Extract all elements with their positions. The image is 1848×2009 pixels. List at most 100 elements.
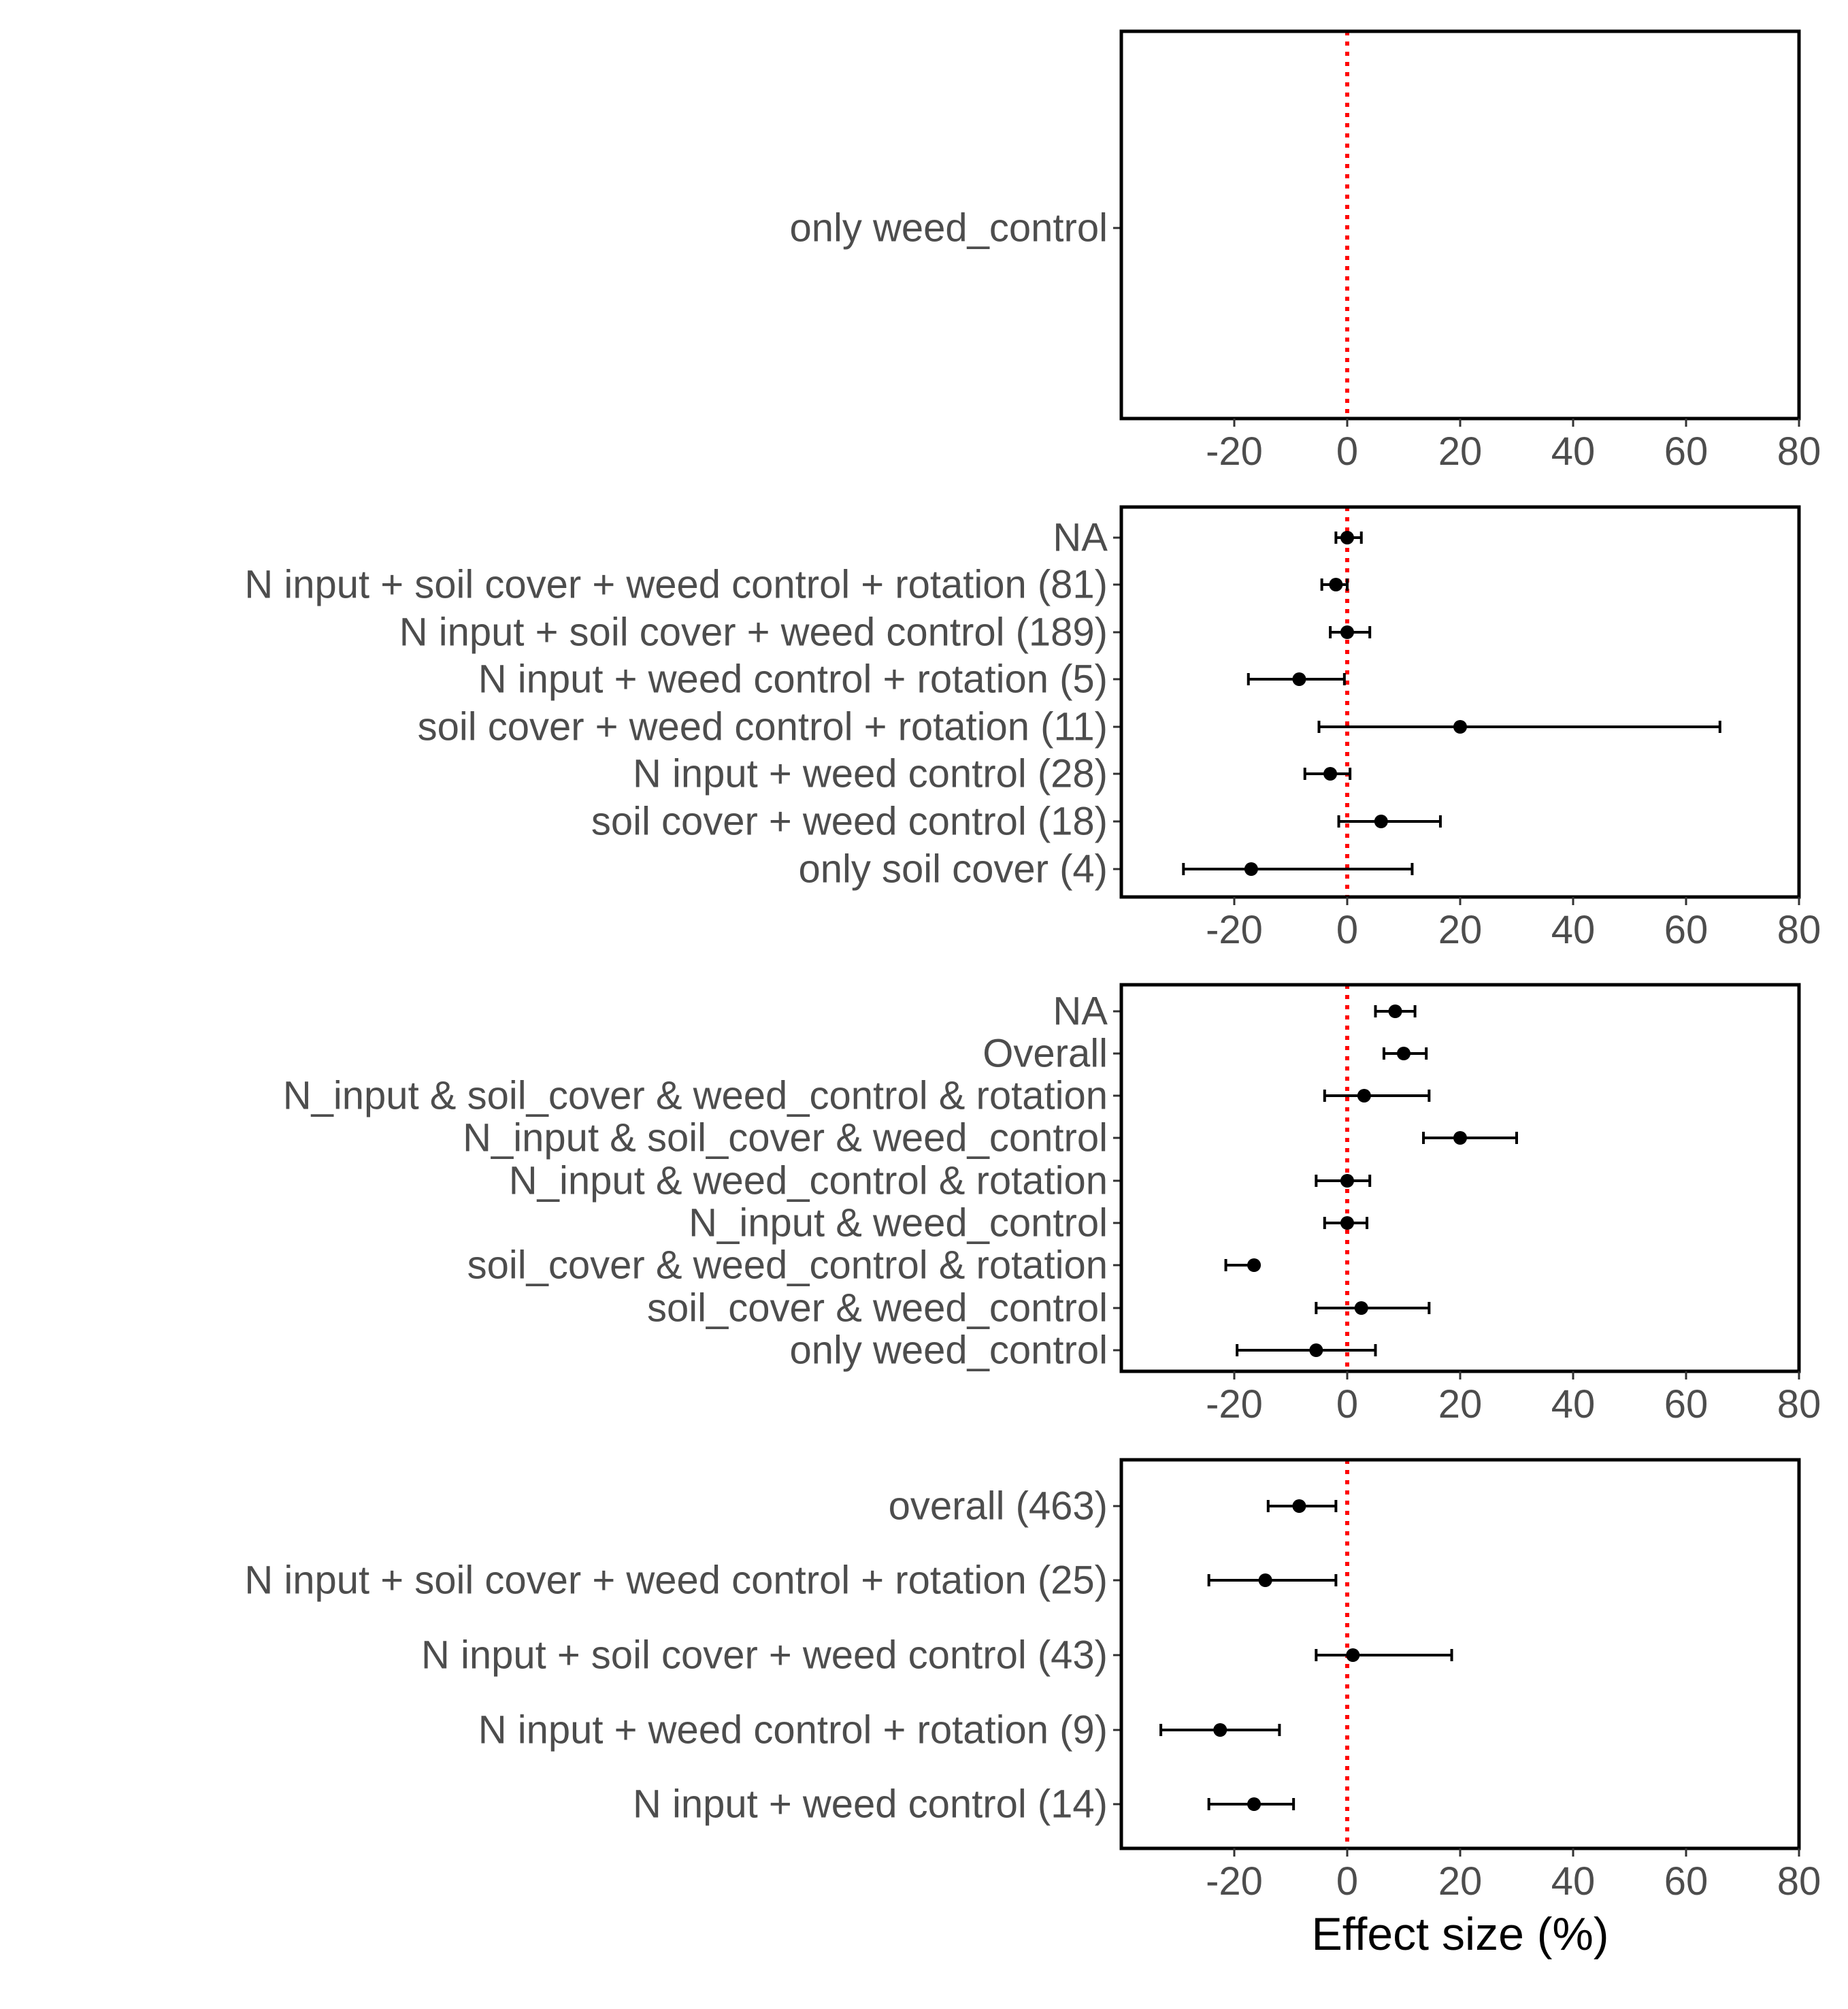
error-bar (1247, 672, 1346, 686)
error-bar (1315, 1301, 1431, 1315)
error-bar (1315, 1648, 1453, 1662)
error-bar (1374, 1004, 1417, 1018)
x-tick-label: -20 (1206, 429, 1263, 474)
point-estimate (1340, 1174, 1354, 1188)
panel-1: only weed_control -20 0 20 40 60 80 (789, 29, 1821, 474)
error-bar (1207, 1573, 1338, 1587)
point-estimate (1213, 1723, 1227, 1737)
error-bar (1207, 1797, 1296, 1811)
x-tick-label: -20 (1206, 908, 1263, 952)
y-tick-label: N input + soil cover + weed control (43) (421, 1633, 1108, 1678)
point-estimate (1244, 862, 1258, 876)
point-estimate (1346, 1648, 1360, 1662)
error-bar (1320, 578, 1349, 591)
panel-border (1119, 983, 1801, 1373)
y-tick-label: N input + weed control (28) (633, 752, 1108, 796)
y-tick-label: overall (463) (889, 1484, 1108, 1529)
point-estimate (1247, 1258, 1261, 1272)
point-estimate (1340, 1216, 1354, 1230)
error-bar (1334, 531, 1363, 544)
y-tick-label: soil_cover & weed_control & rotation (467, 1243, 1108, 1288)
x-axis-title: Effect size (%) (1311, 1908, 1608, 1960)
point-estimate (1453, 720, 1467, 734)
panel-4: overall (463) N input + soil cover + weed… (244, 1458, 1821, 1960)
panel-border (1119, 29, 1801, 421)
panel-border (1119, 505, 1801, 899)
error-bar (1303, 767, 1352, 781)
x-tick-label: 80 (1777, 429, 1821, 474)
error-bar (1323, 1216, 1369, 1230)
x-tick-label: -20 (1206, 1382, 1263, 1426)
y-tick-label: N input + weed control (14) (633, 1782, 1108, 1827)
point-estimate (1453, 1131, 1467, 1145)
x-tick-label: 20 (1438, 429, 1483, 474)
y-tick-label: soil cover + weed control + rotation (11… (418, 705, 1108, 749)
x-tick-label: 60 (1664, 1859, 1709, 1904)
y-tick-label: N_input & soil_cover & weed_control & ro… (283, 1074, 1108, 1118)
y-tick-label: N_input & soil_cover & weed_control (463, 1116, 1108, 1160)
point-estimate (1354, 1301, 1368, 1315)
x-tick-label: 20 (1438, 1859, 1483, 1904)
panel-2: NAN input + soil cover + weed control + … (244, 505, 1821, 952)
error-bar (1315, 1174, 1372, 1188)
x-tick-label: 60 (1664, 429, 1709, 474)
point-estimate (1388, 1004, 1402, 1018)
panel-border (1119, 1458, 1801, 1850)
y-tick-label: N_input & weed_control (689, 1201, 1108, 1245)
point-estimate (1258, 1573, 1272, 1587)
y-tick-label: soil_cover & weed_control (647, 1286, 1108, 1330)
x-tick-label: 40 (1551, 429, 1596, 474)
point-estimate (1397, 1047, 1410, 1060)
y-tick-label: N input + weed control + rotation (5) (478, 657, 1108, 702)
error-bar (1323, 1089, 1431, 1102)
x-tick-label: 80 (1777, 1859, 1821, 1904)
y-tick-label: N_input & weed_control & rotation (509, 1159, 1108, 1203)
point-estimate (1340, 625, 1354, 639)
error-bar (1224, 1258, 1261, 1272)
x-tick-label: 60 (1664, 908, 1709, 952)
x-tick-label: 0 (1336, 1382, 1358, 1426)
y-tick-label: N input + soil cover + weed control + ro… (244, 563, 1108, 607)
point-estimate (1329, 578, 1343, 591)
point-estimate (1292, 1499, 1306, 1513)
y-tick-label: N input + weed control + rotation (9) (478, 1708, 1108, 1752)
x-tick-label: 20 (1438, 1382, 1483, 1426)
error-bar (1422, 1131, 1518, 1145)
y-tick-label: NA (1053, 516, 1108, 560)
error-bar (1182, 862, 1414, 876)
point-estimate (1340, 531, 1354, 544)
error-bar (1266, 1499, 1338, 1513)
y-tick-label: only weed_control (789, 1328, 1108, 1373)
x-tick-label: 0 (1336, 908, 1358, 952)
x-tick-label: 60 (1664, 1382, 1709, 1426)
x-tick-label: 40 (1551, 908, 1596, 952)
x-tick-label: 80 (1777, 1382, 1821, 1426)
y-tick-label: Overall (983, 1032, 1108, 1076)
point-estimate (1292, 672, 1306, 686)
x-tick-label: -20 (1206, 1859, 1263, 1904)
y-tick-label: N input + soil cover + weed control + ro… (244, 1558, 1108, 1603)
x-tick-label: 40 (1551, 1382, 1596, 1426)
x-tick-label: 0 (1336, 1859, 1358, 1904)
error-bar (1317, 720, 1721, 734)
point-estimate (1357, 1089, 1371, 1102)
error-bar (1236, 1343, 1377, 1357)
y-tick-label: N input + soil cover + weed control (189… (399, 610, 1108, 655)
y-tick-label: only weed_control (789, 206, 1108, 250)
x-tick-label: 20 (1438, 908, 1483, 952)
error-bar (1382, 1047, 1428, 1060)
error-bar (1337, 815, 1442, 828)
point-estimate (1374, 815, 1388, 828)
y-tick-label: NA (1053, 990, 1108, 1034)
point-estimate (1309, 1343, 1323, 1357)
y-tick-label: soil cover + weed control (18) (591, 800, 1108, 844)
x-tick-label: 40 (1551, 1859, 1596, 1904)
x-tick-label: 80 (1777, 908, 1821, 952)
y-tick-label: only soil cover (4) (799, 847, 1108, 892)
error-bar (1329, 625, 1372, 639)
point-estimate (1247, 1797, 1261, 1811)
point-estimate (1323, 767, 1338, 781)
error-bar (1159, 1723, 1281, 1737)
